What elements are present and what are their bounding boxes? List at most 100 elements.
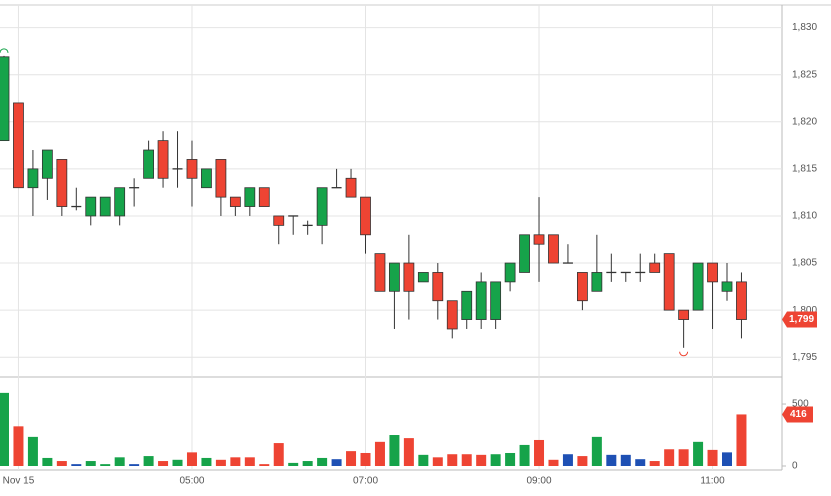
volume-bar	[447, 454, 458, 466]
candle-body	[143, 149, 155, 179]
volume-bar	[722, 452, 732, 466]
volume-bar	[244, 457, 255, 466]
x-tick-label: 09:00	[527, 476, 552, 487]
volume-bar	[114, 457, 125, 466]
candle-body	[707, 262, 718, 283]
volume-bar	[317, 457, 328, 466]
volume-bar	[27, 436, 38, 466]
volume-bar	[100, 464, 111, 466]
volume-bar	[0, 392, 9, 466]
volume-bar	[42, 457, 53, 466]
volume-bar	[418, 454, 429, 466]
y-tick-label: 1,810	[792, 211, 817, 222]
volume-tick-label: 500	[792, 399, 809, 410]
volume-bar	[591, 436, 602, 466]
volume-bar	[635, 459, 646, 466]
volume-bar	[562, 454, 573, 466]
candle-body	[446, 300, 458, 330]
candle-body	[504, 262, 516, 283]
volume-bar	[707, 449, 718, 466]
x-tick-label: Nov 15	[3, 476, 35, 487]
volume-bar	[505, 452, 516, 466]
candle-body	[0, 56, 10, 142]
y-tick-label: 1,795	[792, 352, 817, 363]
volume-bar	[13, 426, 24, 466]
y-tick-label: 1,815	[792, 164, 817, 175]
volume-bar	[71, 464, 82, 466]
candle-body	[721, 281, 733, 292]
volume-tick-label: 0	[792, 461, 798, 472]
candle-body	[114, 187, 126, 217]
candle-body	[345, 177, 357, 198]
candle-body	[316, 187, 328, 226]
candle-body	[186, 159, 198, 179]
volume-bar	[432, 457, 443, 466]
candle-body	[475, 281, 487, 320]
candle-body	[273, 215, 285, 226]
volume-bar	[158, 461, 169, 466]
volume-bar	[548, 459, 559, 466]
candle-body	[403, 262, 415, 292]
volume-bar	[85, 461, 96, 466]
volume-bar	[374, 441, 385, 466]
candle-body	[27, 168, 39, 189]
candle-body	[157, 140, 169, 179]
candle-body	[417, 272, 429, 283]
last-price-badge	[782, 311, 817, 328]
x-tick-label: 05:00	[179, 476, 204, 487]
candle-body	[432, 272, 444, 302]
volume-bar	[577, 456, 588, 466]
volume-bar	[143, 456, 154, 466]
volume-bar	[172, 459, 183, 466]
volume-bar	[476, 454, 487, 466]
candle-body	[736, 281, 747, 320]
candle-body	[548, 234, 559, 264]
low-marker	[679, 351, 689, 357]
candle-body	[577, 272, 588, 302]
volume-bar	[230, 457, 241, 466]
y-tick-label: 1,830	[792, 22, 817, 33]
candle-body	[692, 262, 704, 311]
volume-bar	[302, 461, 313, 466]
volume-bar	[346, 451, 357, 466]
candle-body	[258, 187, 270, 207]
volume-bar	[649, 461, 660, 466]
volume-bar	[56, 461, 67, 466]
last-price-label: 1,799	[789, 314, 814, 325]
volume-bar	[403, 438, 414, 466]
candle-body	[244, 187, 256, 207]
volume-bar	[534, 439, 545, 466]
candle-body	[389, 262, 400, 292]
volume-bar	[360, 452, 371, 466]
high-marker	[0, 48, 9, 53]
y-tick-label: 1,800	[792, 305, 817, 316]
candle-body	[215, 159, 227, 198]
candle-body	[490, 281, 502, 320]
volume-bar	[389, 435, 400, 466]
last-volume-label: 416	[790, 409, 807, 420]
last-volume-badge	[782, 406, 813, 423]
x-tick-label: 11:00	[700, 476, 725, 487]
candle-body	[461, 290, 473, 320]
volume-bar	[215, 459, 226, 466]
volume-bar	[461, 454, 472, 466]
candle-body	[13, 102, 24, 189]
candle-body	[533, 234, 545, 245]
x-tick-label: 07:00	[353, 476, 378, 487]
volume-bar	[288, 462, 299, 466]
volume-bar	[678, 449, 689, 466]
volume-bar	[620, 454, 631, 466]
y-tick-label: 1,805	[792, 258, 817, 269]
candle-body	[85, 196, 97, 217]
candle-body	[374, 253, 386, 292]
y-tick-label: 1,820	[792, 116, 817, 127]
volume-bar	[186, 452, 197, 466]
candle-body	[678, 309, 690, 320]
candle-body	[229, 196, 241, 207]
volume-bar	[519, 444, 530, 466]
volume-bar	[736, 414, 747, 466]
candle-body	[649, 262, 661, 273]
volume-bar	[273, 443, 284, 466]
candle-body	[41, 149, 53, 179]
